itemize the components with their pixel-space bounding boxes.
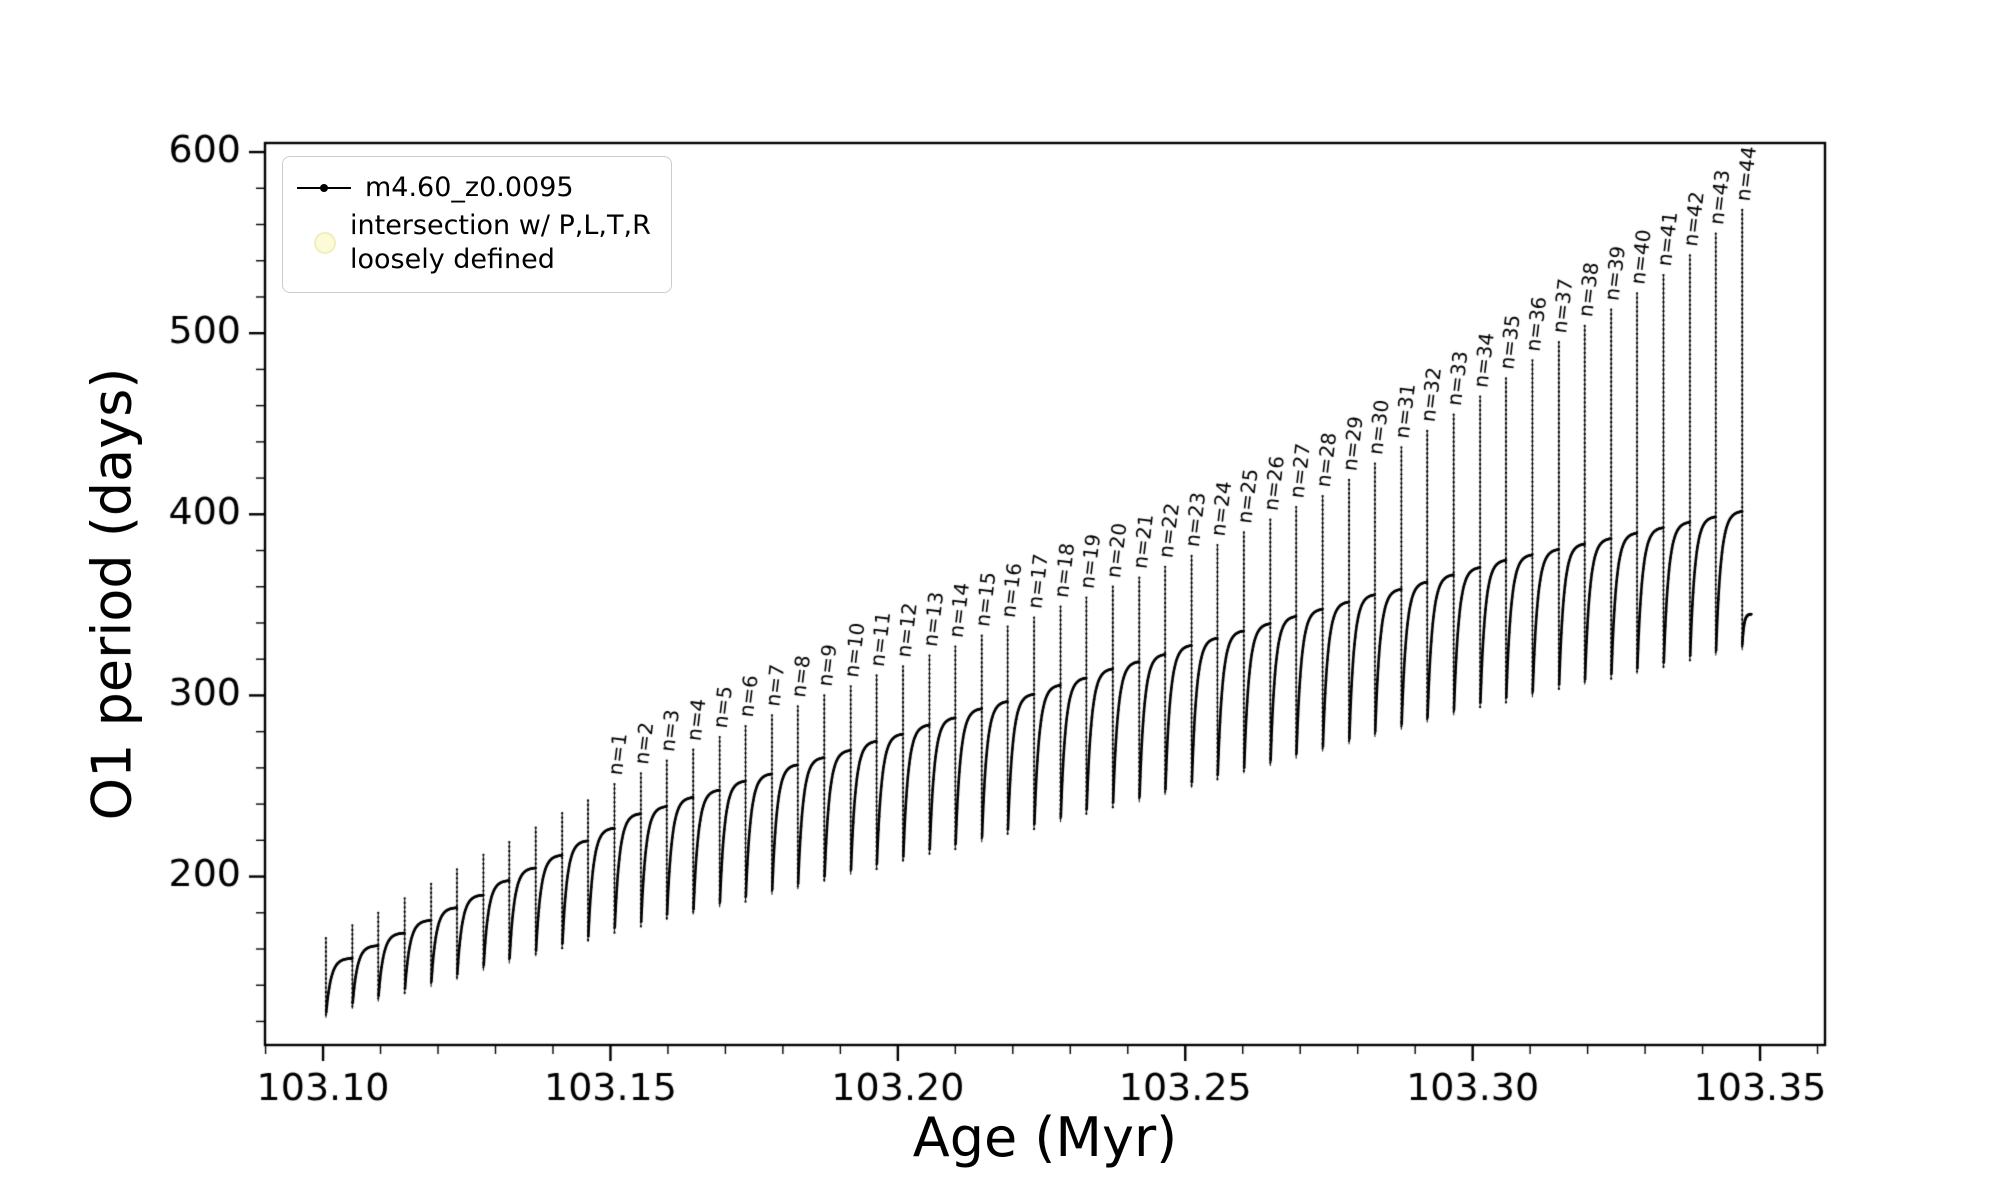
legend-entry-intersection: intersection w/ P,L,T,R loosely defined [297,209,651,277]
y-axis-label: O1 period (days) [80,367,144,821]
legend-entry-label: intersection w/ P,L,T,R loosely defined [350,209,651,277]
line-marker-dot [320,183,328,192]
legend-entry-line1: intersection w/ P,L,T,R [350,209,651,241]
legend: m4.60_z0.0095 intersection w/ P,L,T,R lo… [282,156,672,294]
circle-marker-icon [314,231,336,254]
dotted-line-marker-icon [297,178,351,198]
legend-entry-label: m4.60_z0.0095 [365,172,574,203]
legend-entry-series: m4.60_z0.0095 [297,171,651,205]
legend-entry-line2: loosely defined [350,243,555,275]
x-axis-label: Age (Myr) [912,1106,1178,1169]
